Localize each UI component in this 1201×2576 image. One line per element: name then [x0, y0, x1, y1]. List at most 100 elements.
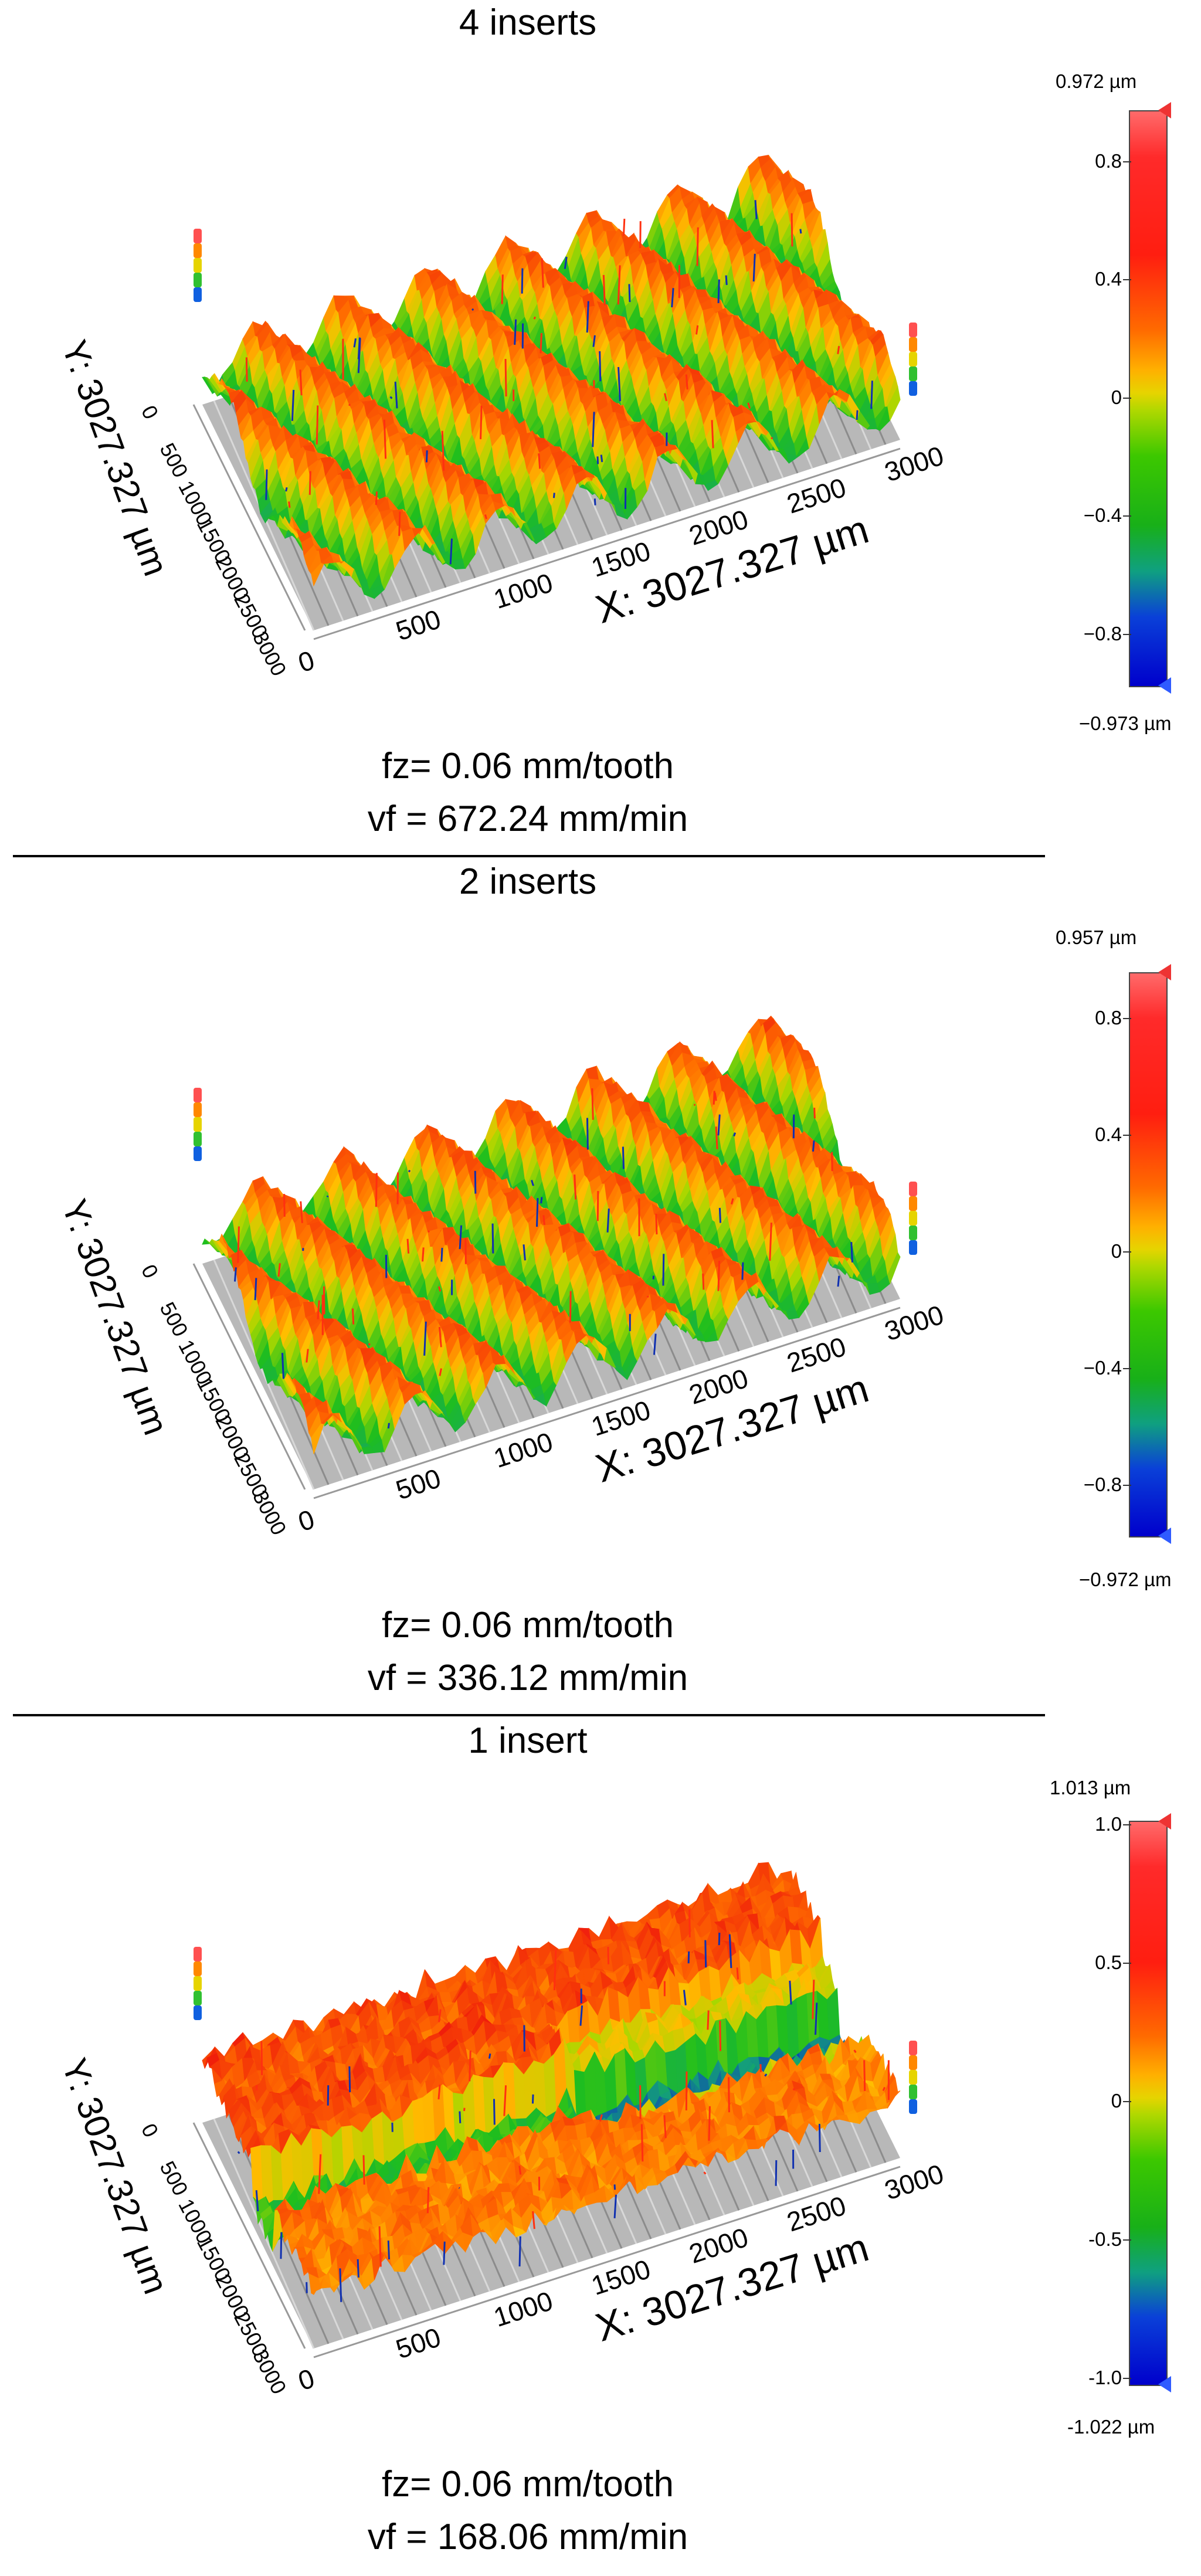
surface-spike — [245, 357, 248, 382]
mini-colorbar-segment — [909, 366, 917, 381]
mini-colorbar-segment — [194, 273, 202, 287]
surface-spike — [618, 366, 621, 402]
surface-spike — [600, 454, 603, 463]
surface-spike — [291, 389, 295, 421]
mini-colorbar-segment — [194, 287, 202, 302]
mini-colorbar-segment — [909, 323, 917, 337]
surface-spike — [389, 396, 393, 399]
surface-spike — [315, 405, 319, 444]
y-tick-label: 500 — [155, 439, 193, 481]
x-axis-line — [313, 447, 901, 640]
surface-spike — [521, 268, 524, 294]
colorbar-tick-mark — [1123, 515, 1131, 517]
x-tick-label: 2500 — [783, 472, 849, 520]
caption: fz= 0.06 mm/tooth vf = 672.24 mm/min — [0, 740, 1056, 846]
mini-colorbar-segment — [909, 381, 917, 396]
panel-title: 2 inserts — [459, 861, 597, 902]
surface-spike — [628, 284, 631, 303]
colorbar-tick-label: −0.4 — [1083, 504, 1122, 527]
surface-spike — [837, 345, 840, 355]
surface-spike — [685, 374, 688, 390]
surface-spike — [622, 218, 626, 236]
colorbar-tick-label: 0.4 — [1095, 268, 1122, 290]
surface-spike — [870, 381, 873, 409]
surface-spike — [504, 359, 507, 397]
colorbar-max-marker — [1158, 102, 1171, 118]
y-axis-label: Y: 3027.327 µm — [55, 335, 176, 581]
colorbar-tick-label: −0.8 — [1083, 622, 1122, 644]
mini-colorbar-segment — [194, 243, 202, 258]
colorbar-min-marker — [1158, 677, 1171, 694]
colorbar-tick-label: 0 — [1111, 386, 1122, 408]
colorbar-max-label: 0.972 µm — [1056, 70, 1137, 92]
surface-spike — [394, 381, 398, 409]
surface-spike — [425, 450, 428, 463]
x-tick-label: 1000 — [490, 567, 556, 615]
surface-spike — [501, 274, 504, 304]
colorbar-tick-label: 0.8 — [1095, 150, 1122, 172]
surface-spike — [592, 412, 595, 447]
colorbar-min-label: −0.973 µm — [1079, 712, 1172, 734]
surface-facet — [380, 317, 395, 330]
panel-title: 4 inserts — [459, 2, 597, 43]
surface-facet — [797, 1048, 812, 1055]
surface-base-texture — [213, 1259, 315, 1490]
surface-spike — [771, 437, 773, 440]
surface-spike — [754, 200, 758, 219]
surface-spike — [602, 274, 606, 306]
surface-spike — [484, 514, 487, 520]
surface-spike — [695, 325, 699, 335]
surface-spike — [299, 369, 303, 396]
surface-spike — [752, 253, 756, 281]
feed-rate: vf = 672.24 mm/min — [367, 798, 688, 839]
divider — [13, 855, 1045, 857]
surface-spike — [541, 258, 544, 288]
surface-spike — [747, 402, 751, 409]
surface-spike — [265, 469, 268, 500]
surface-spike — [799, 229, 802, 234]
surface-spike — [664, 393, 667, 402]
surface-spike — [285, 487, 288, 492]
surface-spike — [538, 453, 541, 469]
surface-facet — [887, 385, 901, 422]
surface-spike — [480, 405, 483, 439]
surface-spike — [449, 538, 453, 565]
surface-spike — [353, 338, 357, 348]
surface-spike — [617, 265, 621, 305]
surface-spike — [711, 420, 714, 449]
surface-spike — [288, 501, 291, 508]
panel-2-inserts: 2 inserts 0 500 1000 1500 2000 2500 3000 X: 302… — [0, 859, 1201, 1715]
panel-4-inserts: 4 inserts 0 500 1000 1500 2000 2500 3000 X: 302… — [0, 0, 1201, 856]
y-axis-line — [192, 404, 306, 631]
surface-spike — [357, 338, 361, 374]
mini-colorbar-segment — [909, 352, 917, 366]
surface-spike — [592, 335, 596, 347]
surface-spike — [564, 256, 568, 269]
x-tick-label: 0 — [294, 644, 318, 678]
surface-spike — [586, 301, 589, 333]
surface-spike — [696, 227, 699, 266]
surface-spike — [671, 288, 674, 308]
x-tick-label: 3000 — [881, 440, 947, 487]
surface-spike — [441, 430, 445, 471]
colorbar-tick-mark — [1123, 397, 1131, 399]
feed-per-tooth: fz= 0.06 mm/tooth — [382, 746, 674, 786]
y-tick-label: 3000 — [248, 627, 291, 680]
mini-colorbar-segment — [909, 337, 917, 352]
x-tick-label: 500 — [392, 603, 445, 646]
surface-spike — [533, 316, 537, 320]
colorbar-tick-mark — [1123, 279, 1131, 281]
surface-spike — [717, 279, 720, 303]
y-tick-label: 0 — [137, 402, 164, 423]
surface-spike — [514, 319, 517, 345]
surface-spike — [725, 275, 728, 286]
surface-spike — [639, 221, 642, 249]
surface-spike — [398, 511, 401, 536]
mini-colorbar-segment — [194, 258, 202, 273]
surface-spike — [383, 419, 387, 459]
colorbar-tick-mark — [1123, 161, 1131, 162]
surface-facet — [520, 1100, 534, 1113]
colorbar-tick-mark — [1123, 633, 1131, 635]
